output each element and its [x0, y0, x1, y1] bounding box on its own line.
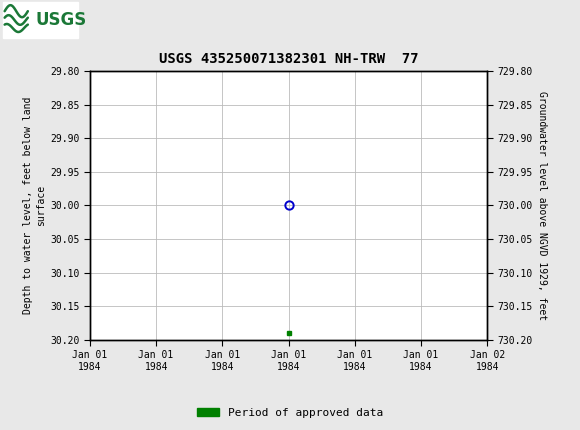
Y-axis label: Depth to water level, feet below land
surface: Depth to water level, feet below land su… [23, 97, 46, 314]
FancyBboxPatch shape [3, 2, 78, 38]
Text: USGS: USGS [36, 11, 87, 29]
Y-axis label: Groundwater level above NGVD 1929, feet: Groundwater level above NGVD 1929, feet [537, 91, 547, 320]
Legend: Period of approved data: Period of approved data [193, 403, 387, 422]
Title: USGS 435250071382301 NH-TRW  77: USGS 435250071382301 NH-TRW 77 [159, 52, 418, 66]
